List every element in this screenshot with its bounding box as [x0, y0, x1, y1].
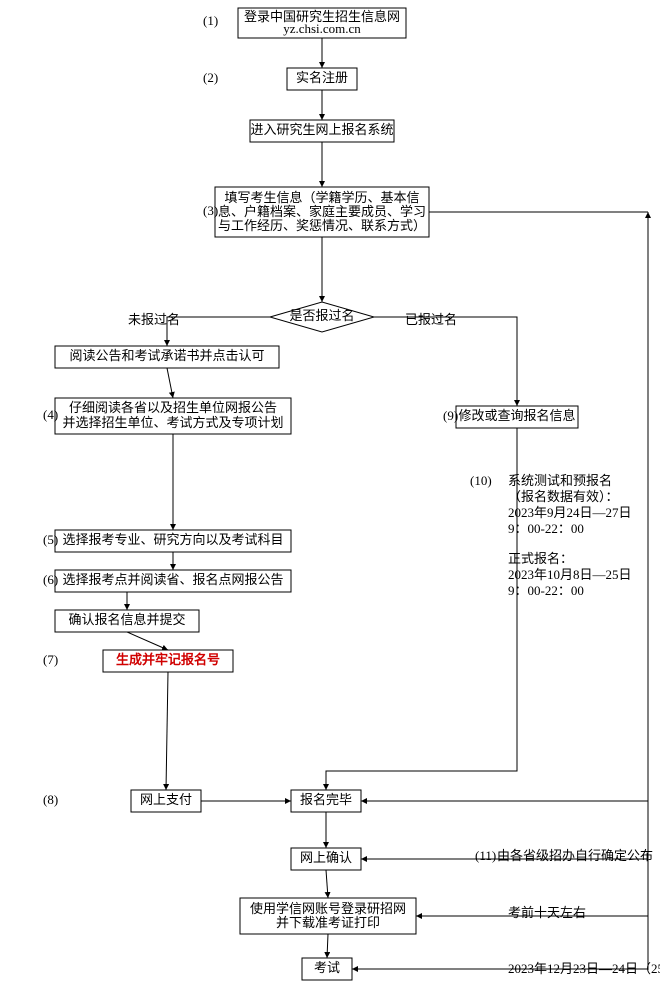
svg-text:并下载准考证打印: 并下载准考证打印 — [276, 915, 380, 930]
svg-text:使用学信网账号登录研招网: 使用学信网账号登录研招网 — [250, 901, 406, 916]
svg-text:并选择招生单位、考试方式及专项计划: 并选择招生单位、考试方式及专项计划 — [62, 415, 283, 430]
svg-text:2023年9月24日—27日: 2023年9月24日—27日 — [508, 505, 632, 520]
svg-text:考试: 考试 — [314, 960, 340, 975]
svg-text:选择报考点并阅读省、报名点网报公告: 选择报考点并阅读省、报名点网报公告 — [62, 572, 283, 587]
svg-text:报名完毕: 报名完毕 — [300, 792, 352, 807]
svg-text:正式报名：: 正式报名： — [508, 551, 573, 566]
svg-text:考前十天左右: 考前十天左右 — [508, 905, 586, 920]
svg-text:未报过名: 未报过名 — [128, 312, 180, 327]
svg-text:(6): (6) — [43, 572, 58, 587]
svg-text:网上确认: 网上确认 — [300, 850, 352, 865]
svg-text:生成并牢记报名号: 生成并牢记报名号 — [116, 652, 220, 667]
svg-text:(9): (9) — [443, 408, 458, 423]
svg-text:由各省级招办自行确定公布: 由各省级招办自行确定公布 — [497, 848, 653, 863]
svg-text:(3): (3) — [203, 203, 218, 218]
svg-text:(1): (1) — [203, 13, 218, 28]
svg-text:（报名数据有效）：: （报名数据有效）： — [508, 489, 619, 504]
svg-text:仔细阅读各省以及招生单位网报公告: 仔细阅读各省以及招生单位网报公告 — [69, 400, 277, 415]
svg-text:填写考生信息（学籍学历、基本信: 填写考生信息（学籍学历、基本信 — [224, 190, 419, 205]
svg-text:系统测试和预报名: 系统测试和预报名 — [508, 473, 612, 488]
svg-text:确认报名信息并提交: 确认报名信息并提交 — [68, 612, 185, 627]
svg-text:网上支付: 网上支付 — [140, 792, 192, 807]
svg-text:(2): (2) — [203, 70, 218, 85]
svg-text:阅读公告和考试承诺书并点击认可: 阅读公告和考试承诺书并点击认可 — [69, 348, 264, 363]
svg-text:实名注册: 实名注册 — [296, 70, 348, 85]
svg-text:与工作经历、奖惩情况、联系方式）: 与工作经历、奖惩情况、联系方式） — [218, 218, 426, 233]
svg-text:(5): (5) — [43, 532, 58, 547]
svg-text:yz.chsi.com.cn: yz.chsi.com.cn — [283, 21, 361, 36]
svg-text:(4): (4) — [43, 407, 58, 422]
svg-text:9：00-22：00: 9：00-22：00 — [508, 583, 584, 598]
svg-text:(8): (8) — [43, 792, 58, 807]
svg-text:2023年10月8日—25日: 2023年10月8日—25日 — [508, 567, 632, 582]
svg-text:(10): (10) — [470, 473, 492, 488]
svg-text:是否报过名: 是否报过名 — [289, 308, 354, 323]
svg-text:(7): (7) — [43, 652, 58, 667]
svg-text:修改或查询报名信息: 修改或查询报名信息 — [458, 408, 575, 423]
svg-text:息、户籍档案、家庭主要成员、学习: 息、户籍档案、家庭主要成员、学习 — [218, 204, 426, 219]
svg-text:已报过名: 已报过名 — [405, 312, 457, 327]
svg-text:2023年12月23日—24日（25日）: 2023年12月23日—24日（25日） — [508, 961, 660, 976]
svg-text:9：00-22：00: 9：00-22：00 — [508, 521, 584, 536]
svg-text:(11): (11) — [475, 848, 496, 863]
svg-text:选择报考专业、研究方向以及考试科目: 选择报考专业、研究方向以及考试科目 — [62, 532, 283, 547]
svg-text:进入研究生网上报名系统: 进入研究生网上报名系统 — [250, 122, 393, 137]
